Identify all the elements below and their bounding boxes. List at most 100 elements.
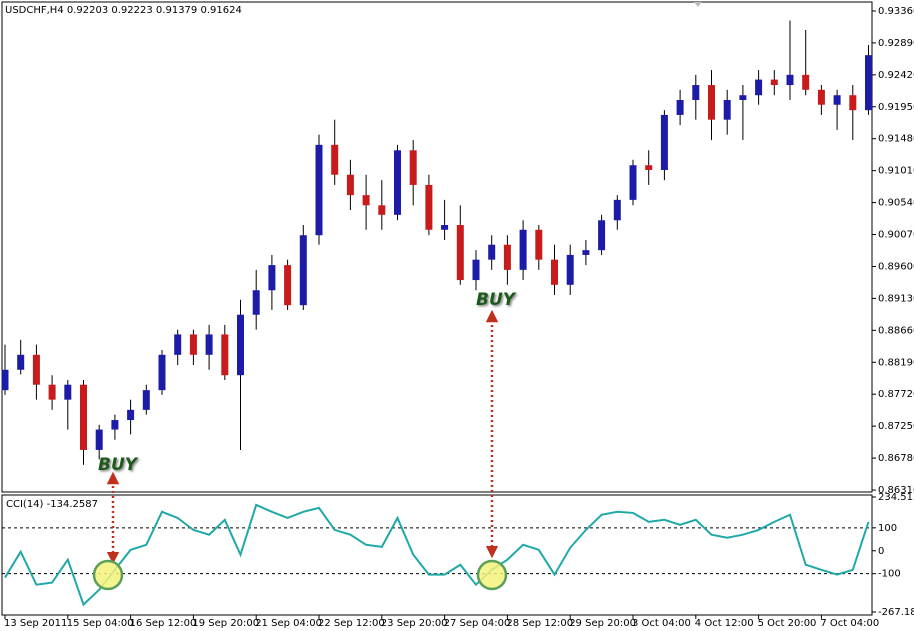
x-tick-label: 13 Sep 2011 bbox=[4, 618, 67, 629]
x-tick-label: 15 Sep 04:00 bbox=[67, 618, 134, 629]
candle-body bbox=[268, 265, 276, 291]
candle-body bbox=[221, 334, 229, 376]
candle-body bbox=[645, 165, 653, 170]
candle-body bbox=[503, 244, 511, 270]
candle-body bbox=[362, 195, 370, 206]
buy-label: BUY bbox=[476, 290, 517, 310]
candle-body bbox=[48, 384, 56, 400]
signal-circle bbox=[92, 559, 124, 591]
x-tick-label: 27 Sep 04:00 bbox=[444, 618, 511, 629]
y-tick-label: 0 bbox=[878, 546, 884, 557]
candle-body bbox=[456, 225, 464, 281]
candle-body bbox=[629, 165, 637, 200]
candle-body bbox=[441, 225, 449, 230]
x-tick-label: 4 Oct 12:00 bbox=[695, 618, 754, 629]
candle-body bbox=[174, 334, 182, 355]
candle-body bbox=[346, 174, 354, 196]
candle-body bbox=[551, 259, 558, 285]
candle-body bbox=[723, 99, 731, 120]
candle-body bbox=[64, 384, 72, 400]
candle-body bbox=[315, 144, 323, 236]
candle-body bbox=[158, 354, 166, 391]
candle-body bbox=[849, 95, 857, 111]
x-tick-label: 7 Oct 04:00 bbox=[820, 618, 879, 629]
chart-title: USDCHF,H4 0.92203 0.92223 0.91379 0.9162… bbox=[5, 5, 242, 16]
candle-body bbox=[237, 314, 244, 376]
signal-circle bbox=[476, 559, 508, 591]
candle-body bbox=[205, 334, 213, 355]
candle-body bbox=[95, 429, 103, 450]
candle-body bbox=[111, 420, 119, 430]
candle-body bbox=[817, 89, 825, 105]
candle-body bbox=[708, 85, 715, 120]
y-tick-label: 234.5138 bbox=[878, 492, 914, 503]
x-tick-label: 19 Sep 20:00 bbox=[192, 618, 259, 629]
candle-body bbox=[189, 334, 197, 355]
candle-body bbox=[692, 85, 700, 100]
candle-body bbox=[252, 290, 260, 315]
x-tick-label: 23 Sep 20:00 bbox=[381, 618, 448, 629]
candle-body bbox=[394, 150, 401, 215]
candle-body bbox=[566, 254, 574, 285]
candle-body bbox=[535, 229, 543, 260]
candle-body bbox=[755, 79, 763, 96]
shift-marker bbox=[694, 2, 702, 7]
y-tick-label: 100 bbox=[878, 523, 897, 534]
x-tick-label: 16 Sep 12:00 bbox=[130, 618, 197, 629]
x-tick-label: 29 Sep 20:00 bbox=[569, 618, 636, 629]
candle-body bbox=[676, 99, 684, 115]
candle-body bbox=[786, 74, 794, 86]
candle-body bbox=[833, 95, 841, 105]
y-tick-label: 0.86310 bbox=[878, 485, 914, 496]
candle-body bbox=[598, 220, 606, 251]
buy-label: BUY bbox=[98, 455, 139, 475]
candle-body bbox=[331, 144, 339, 175]
candle-body bbox=[32, 354, 40, 385]
candle-body bbox=[142, 390, 150, 410]
candle-body bbox=[409, 150, 417, 185]
y-tick-label: -267.180 bbox=[878, 607, 914, 618]
candle-body bbox=[17, 354, 25, 370]
candle-body bbox=[582, 250, 590, 255]
candle-body bbox=[488, 244, 496, 260]
candle-body bbox=[425, 184, 433, 230]
candle-body bbox=[80, 384, 87, 450]
candle-body bbox=[613, 199, 621, 221]
candle-body bbox=[472, 259, 480, 281]
x-tick-label: 28 Sep 12:00 bbox=[506, 618, 573, 629]
cci-panel bbox=[1, 494, 873, 616]
x-tick-label: 21 Sep 04:00 bbox=[255, 618, 322, 629]
x-tick-label: 22 Sep 12:00 bbox=[318, 618, 385, 629]
x-tick-label: 3 Oct 04:00 bbox=[632, 618, 691, 629]
candle-body bbox=[865, 55, 872, 111]
candle-body bbox=[519, 229, 527, 270]
candle-body bbox=[739, 95, 747, 100]
candle-body bbox=[1, 369, 9, 391]
candle-body bbox=[802, 74, 810, 90]
candle-body bbox=[299, 235, 307, 306]
candle-body bbox=[284, 265, 292, 306]
main-panel bbox=[1, 1, 873, 493]
y-tick-label: -100 bbox=[878, 569, 901, 580]
cci-title: CCI(14) -134.2587 bbox=[6, 499, 98, 510]
cci-line bbox=[4, 503, 870, 607]
candle-body bbox=[660, 114, 668, 170]
candle-body bbox=[127, 409, 135, 421]
